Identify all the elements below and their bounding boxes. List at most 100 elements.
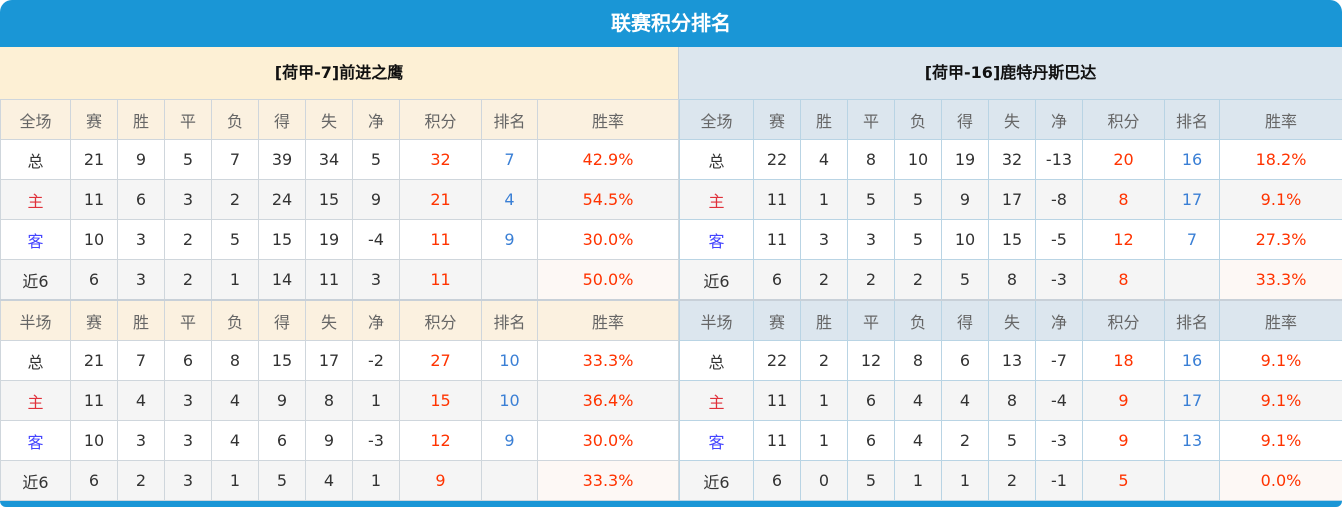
table-cell: 5 — [1082, 460, 1165, 501]
table-cell: -3 — [352, 420, 400, 461]
table-cell: 1 — [941, 460, 989, 501]
table-cell: 13 — [988, 340, 1036, 381]
table-cell — [481, 460, 538, 501]
table-cell: 6 — [70, 259, 118, 301]
table-cell: 2 — [894, 259, 942, 301]
table-cell: 8 — [1082, 179, 1165, 220]
column-header: 积分 — [1082, 299, 1165, 341]
table-cell: 27.3% — [1219, 219, 1342, 260]
table-row: 近6 6 2 2 2 5 8 -3 8 33.3% — [679, 259, 1342, 301]
table-cell: 5 — [894, 179, 942, 220]
column-header: 排名 — [1164, 99, 1220, 140]
table-cell: 22 — [753, 340, 801, 381]
table-cell: 11 — [70, 380, 118, 421]
table-cell: 主 — [679, 380, 754, 421]
column-header: 负 — [894, 99, 942, 140]
table-cell — [1164, 460, 1220, 501]
table-header-row: 半场赛胜平负得失净积分 排名 胜率 — [679, 299, 1342, 341]
table-cell: 9.1% — [1219, 420, 1342, 461]
table-cell: -2 — [352, 340, 400, 381]
column-header: 平 — [164, 99, 212, 140]
table-cell: 2 — [117, 460, 165, 501]
table-cell: 32 — [399, 139, 482, 180]
table-cell: 33.3% — [1219, 259, 1342, 301]
column-header: 得 — [258, 99, 306, 140]
column-header: 得 — [258, 299, 306, 341]
table-cell: 8 — [988, 259, 1036, 301]
table-cell: 4 — [117, 380, 165, 421]
column-header: 净 — [352, 299, 400, 341]
column-header: 净 — [1035, 99, 1083, 140]
table-cell: 总 — [0, 139, 71, 180]
table-cell: 2 — [941, 420, 989, 461]
table-cell: 3 — [847, 219, 895, 260]
table-cell: 12 — [847, 340, 895, 381]
table-row: 总 22 4 8 10 19 32 -13 20 16 18.2% — [679, 139, 1342, 180]
table-cell: 5 — [941, 259, 989, 301]
table-cell: 近6 — [0, 259, 71, 301]
table-cell: -4 — [352, 219, 400, 260]
table-row: 近6 6 3 2 1 14 11 3 11 50.0% — [0, 259, 679, 301]
table-cell: 主 — [0, 380, 71, 421]
table-row: 主 11 1 6 4 4 8 -4 9 17 9.1% — [679, 380, 1342, 421]
column-header: 排名 — [1164, 299, 1220, 341]
column-header: 胜 — [800, 99, 848, 140]
table-cell: 21 — [399, 179, 482, 220]
table-cell: 15 — [399, 380, 482, 421]
table-cell: 6 — [753, 259, 801, 301]
table-row: 近6 6 2 3 1 5 4 1 9 33.3% — [0, 460, 679, 501]
table-cell: 总 — [0, 340, 71, 381]
table-cell: 15 — [258, 340, 306, 381]
table-cell: 9 — [941, 179, 989, 220]
column-header: 全场 — [679, 99, 754, 140]
table-cell: 12 — [399, 420, 482, 461]
table-cell: 36.4% — [537, 380, 679, 421]
table-cell: 10 — [894, 139, 942, 180]
table-cell: 11 — [753, 179, 801, 220]
table-cell: 7 — [481, 139, 538, 180]
table-cell: 9 — [305, 420, 353, 461]
table-cell: 18 — [1082, 340, 1165, 381]
table-cell: 7 — [117, 340, 165, 381]
table-cell: 30.0% — [537, 420, 679, 461]
table-cell: 3 — [117, 259, 165, 301]
table-row: 近6 6 0 5 1 1 2 -1 5 0.0% — [679, 460, 1342, 501]
table-cell: 3 — [164, 420, 212, 461]
column-header: 积分 — [399, 299, 482, 341]
table-cell: 客 — [679, 219, 754, 260]
table-cell: 0 — [800, 460, 848, 501]
table-cell: 客 — [0, 420, 71, 461]
table-cell: 16 — [1164, 139, 1220, 180]
table-cell: 5 — [164, 139, 212, 180]
table-cell: 3 — [164, 380, 212, 421]
column-header: 赛 — [753, 99, 801, 140]
table-cell: 2 — [800, 340, 848, 381]
table-cell: 5 — [988, 420, 1036, 461]
column-header: 赛 — [753, 299, 801, 341]
table-cell: -1 — [1035, 460, 1083, 501]
table-cell: 39 — [258, 139, 306, 180]
column-header: 排名 — [481, 99, 538, 140]
column-header: 赛 — [70, 99, 118, 140]
table-cell: 8 — [847, 139, 895, 180]
table-cell: 9 — [481, 219, 538, 260]
table-cell: 9.1% — [1219, 340, 1342, 381]
table-cell: 54.5% — [537, 179, 679, 220]
table-cell: 16 — [1164, 340, 1220, 381]
table-cell: 33.3% — [537, 460, 679, 501]
table-cell: 8 — [894, 340, 942, 381]
table-cell: 20 — [1082, 139, 1165, 180]
table-cell: -13 — [1035, 139, 1083, 180]
table-cell: 32 — [988, 139, 1036, 180]
column-header: 失 — [305, 299, 353, 341]
table-cell: -5 — [1035, 219, 1083, 260]
table-cell: 1 — [211, 259, 259, 301]
column-header: 净 — [1035, 299, 1083, 341]
table-cell: 15 — [305, 179, 353, 220]
table-cell: 42.9% — [537, 139, 679, 180]
table-cell: 13 — [1164, 420, 1220, 461]
table-cell: 1 — [800, 179, 848, 220]
table-cell: 10 — [70, 420, 118, 461]
table-cell: 3 — [164, 460, 212, 501]
column-header: 积分 — [399, 99, 482, 140]
